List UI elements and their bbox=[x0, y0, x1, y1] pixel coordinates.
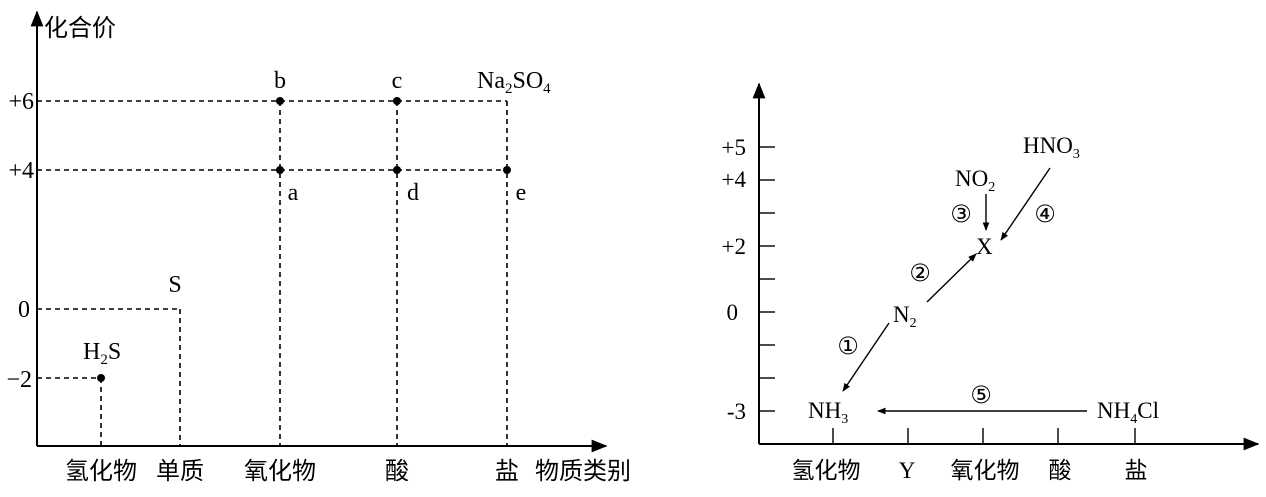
left-y-axis-title: 化合价 bbox=[44, 14, 116, 42]
right-ytick-plus5: +5 bbox=[722, 135, 746, 160]
left-ytick-plus6: +6 bbox=[8, 89, 34, 115]
arrow-1-n2-to-nh3 bbox=[842, 322, 890, 392]
species-nh4cl: NH4Cl bbox=[1097, 398, 1159, 427]
left-diagram: 化合价 物质类别 +6 +4 0 −2 氢化物 单质 氧化物 酸 盐 b c a bbox=[6, 10, 631, 485]
right-diagram: +5 +4 +2 0 -3 氢化物 Y 氧化物 酸 盐 NH3 N2 X NO2… bbox=[722, 82, 1260, 484]
step-2-label: ② bbox=[909, 259, 931, 287]
left-cat-salt: 盐 bbox=[495, 457, 519, 485]
label-h2s: H2S bbox=[83, 339, 121, 368]
species-x: X bbox=[976, 234, 993, 259]
arrow-4-hno3-to-x bbox=[1000, 167, 1051, 241]
species-nh3: NH3 bbox=[808, 398, 848, 427]
point-h2s bbox=[97, 374, 105, 382]
step-5-label: ⑤ bbox=[970, 381, 992, 409]
step-1-label: ① bbox=[837, 332, 859, 360]
label-na2so4: Na2SO4 bbox=[477, 68, 551, 97]
right-ytick-plus4: +4 bbox=[722, 167, 747, 192]
species-hno3: HNO3 bbox=[1023, 133, 1080, 162]
label-a: a bbox=[288, 180, 299, 206]
right-cat-hydride: 氢化物 bbox=[792, 458, 861, 484]
left-cat-acid: 酸 bbox=[385, 457, 409, 485]
species-n2: N2 bbox=[893, 302, 917, 331]
point-b bbox=[276, 97, 284, 105]
left-cat-oxide: 氧化物 bbox=[244, 457, 316, 485]
right-ytick-0: 0 bbox=[727, 300, 739, 325]
arrow-2-n2-to-x bbox=[926, 253, 977, 303]
label-e: e bbox=[516, 180, 527, 206]
right-cat-oxide: 氧化物 bbox=[951, 458, 1020, 484]
left-x-axis-title: 物质类别 bbox=[535, 457, 631, 485]
right-ytick-plus2: +2 bbox=[722, 234, 746, 259]
left-ytick-minus2: −2 bbox=[6, 367, 32, 393]
right-cat-acid: 酸 bbox=[1049, 458, 1072, 484]
point-a bbox=[276, 166, 284, 174]
label-d: d bbox=[407, 180, 419, 206]
step-3-label: ③ bbox=[950, 200, 972, 228]
label-c: c bbox=[392, 68, 403, 94]
point-e bbox=[503, 166, 511, 174]
left-cat-hydride: 氢化物 bbox=[65, 457, 137, 485]
right-cat-y: Y bbox=[899, 458, 916, 483]
left-cat-element: 单质 bbox=[156, 457, 204, 485]
step-4-label: ④ bbox=[1034, 200, 1056, 228]
right-ytick-minus3: -3 bbox=[727, 399, 746, 424]
point-d bbox=[393, 166, 401, 174]
left-ytick-0: 0 bbox=[18, 297, 30, 323]
left-ytick-plus4: +4 bbox=[8, 158, 34, 184]
species-no2: NO2 bbox=[955, 166, 995, 195]
label-s: S bbox=[168, 272, 181, 298]
point-c bbox=[393, 97, 401, 105]
right-cat-salt: 盐 bbox=[1125, 458, 1148, 484]
label-b: b bbox=[274, 68, 286, 94]
